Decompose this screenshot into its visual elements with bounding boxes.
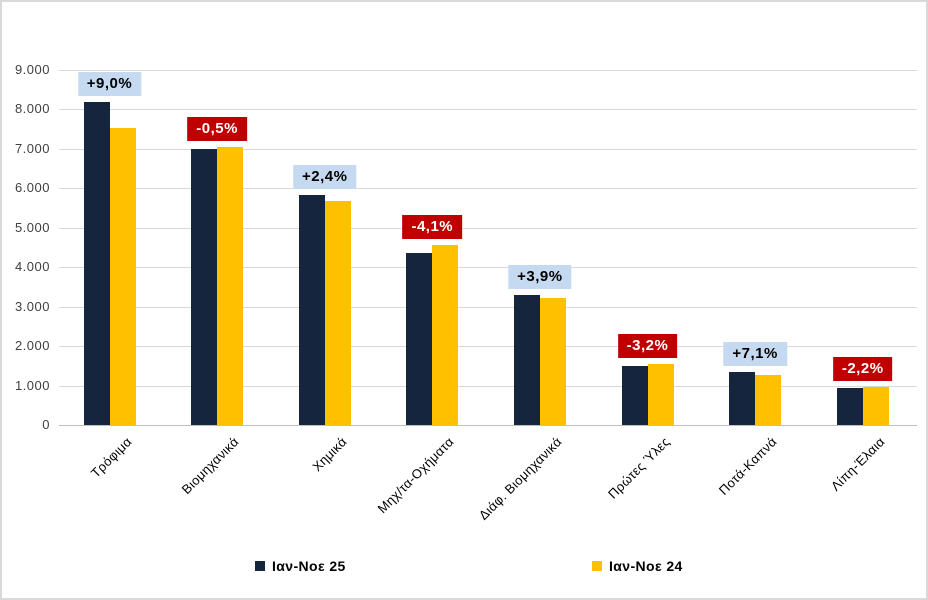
- bar-series2-cat1: [109, 128, 136, 425]
- gridline: [59, 306, 917, 308]
- bar-series1-cat5: [513, 294, 540, 425]
- y-tick-label: 6.000: [14, 180, 50, 196]
- bar-series1-cat2: [191, 148, 218, 425]
- change-badge-positive: +9,0%: [77, 71, 142, 96]
- gridline: [59, 385, 917, 387]
- gridline: [59, 346, 917, 348]
- bar-series2-cat4: [432, 245, 459, 425]
- category-label: Βιομηχανικά: [178, 434, 242, 497]
- legend-label: Ιαν-Νοε 25: [272, 558, 346, 574]
- bar-series2-cat7: [755, 375, 782, 425]
- legend-swatch-icon: [592, 561, 602, 571]
- bar-series1-cat1: [83, 101, 110, 425]
- bar-series2-cat8: [862, 386, 889, 425]
- category-label: Μηχ/τα-Οχήματα: [374, 434, 457, 517]
- change-badge-negative: -3,2%: [617, 333, 678, 358]
- bar-series2-cat5: [539, 297, 566, 425]
- change-badge-positive: +7,1%: [723, 341, 787, 366]
- change-badge-negative: -4,1%: [402, 215, 463, 240]
- category-label: Τρόφιμα: [87, 434, 135, 481]
- bar-series1-cat3: [298, 195, 325, 425]
- bar-series1-cat4: [406, 252, 433, 425]
- change-badge-positive: +3,9%: [508, 264, 572, 289]
- gridline: [59, 70, 917, 71]
- change-badge-negative: -0,5%: [187, 117, 247, 142]
- category-label: Λίπη-Έλαια: [827, 434, 888, 494]
- bar-series1-cat8: [836, 387, 863, 425]
- gridline: [59, 188, 917, 190]
- bar-series2-cat3: [324, 200, 351, 425]
- y-tick-label: 8.000: [14, 101, 50, 117]
- y-tick-label: 3.000: [14, 298, 50, 314]
- gridline: [59, 109, 917, 111]
- gridline: [59, 267, 917, 269]
- y-tick-label: 4.000: [14, 259, 50, 275]
- legend-swatch-icon: [255, 561, 265, 571]
- bar-series1-cat7: [729, 371, 756, 425]
- change-badge-negative: -2,2%: [832, 356, 893, 381]
- change-badge-positive: +2,4%: [292, 165, 357, 190]
- y-tick-label: 5.000: [14, 219, 50, 235]
- y-tick-label: 2.000: [14, 338, 50, 354]
- gridline: [59, 148, 917, 150]
- legend-item-series2: Ιαν-Νοε 24: [592, 558, 683, 574]
- bar-series2-cat6: [647, 363, 674, 425]
- category-label: Πρώτες Ύλες: [604, 434, 673, 502]
- category-label: Ποτά-Καπνά: [715, 434, 780, 498]
- legend-item-series1: Ιαν-Νοε 25: [255, 558, 346, 574]
- y-tick-label: 1.000: [14, 377, 50, 393]
- x-axis-line: [59, 425, 917, 426]
- y-tick-label: 7.000: [14, 140, 50, 156]
- y-tick-label: 9.000: [14, 62, 50, 77]
- gridline: [59, 227, 917, 229]
- bar-series2-cat2: [217, 147, 244, 425]
- bar-series1-cat6: [621, 365, 648, 425]
- category-label: Διάφ. Βιομηχανικά: [475, 434, 565, 523]
- category-label: Χημικά: [309, 434, 350, 475]
- y-tick-label: 0: [42, 417, 50, 432]
- legend-label: Ιαν-Νοε 24: [609, 558, 683, 574]
